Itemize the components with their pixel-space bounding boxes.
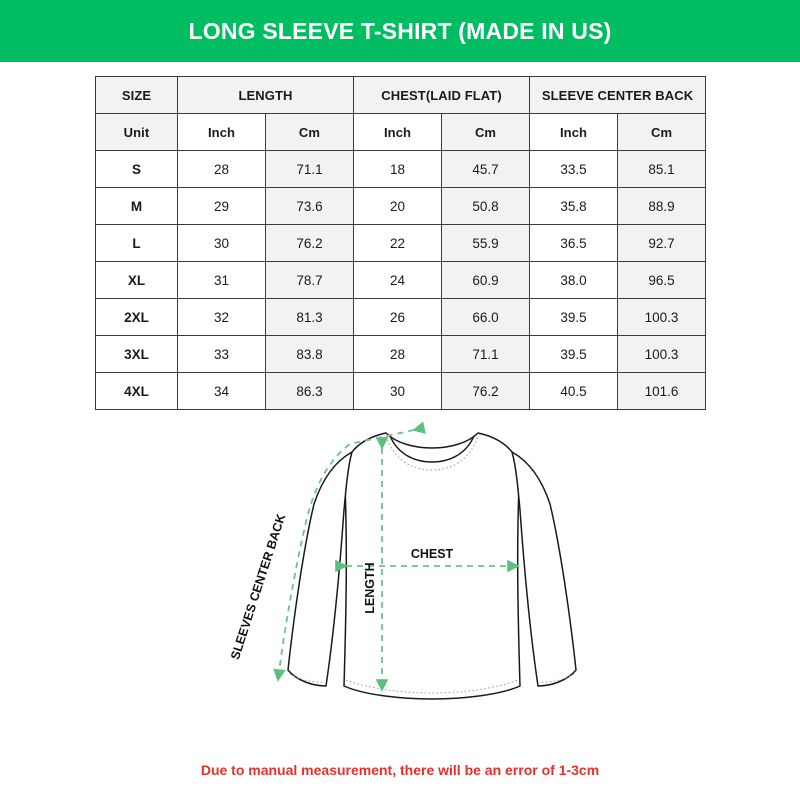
cell-length-in: 34 [177,372,266,410]
cell-chest-in: 22 [353,224,443,262]
unit-length-cm: Cm [264,113,355,151]
unit-sleeve-cm: Cm [617,113,707,151]
size-table: SIZE LENGTH CHEST(LAID FLAT) SLEEVE CENT… [95,76,707,410]
cell-sleeve-cm: 92.7 [617,224,707,262]
cell-size: 3XL [95,335,178,373]
cell-chest-cm: 71.1 [441,335,531,373]
cell-sleeve-in: 36.5 [529,224,619,262]
column-header-length: LENGTH [176,76,355,114]
left-sleeve-path [287,451,353,687]
length-label: LENGTH [363,562,377,613]
cell-length-cm: 76.2 [264,224,355,262]
cell-length-cm: 73.6 [264,187,355,225]
cell-sleeve-in: 33.5 [529,150,619,188]
cell-sleeve-cm: 100.3 [617,335,707,373]
cell-size: XL [95,261,178,299]
cell-sleeve-in: 40.5 [529,372,619,410]
cell-length-in: 31 [177,261,266,299]
table-row: S 28 71.1 18 45.7 33.5 85.1 [95,150,707,188]
cell-length-cm: 71.1 [264,150,355,188]
cell-sleeve-in: 39.5 [529,335,619,373]
cell-sleeve-cm: 96.5 [617,261,707,299]
cell-sleeve-cm: 101.6 [617,372,707,410]
sleeve-measure-line [273,421,426,682]
cell-length-in: 30 [177,224,266,262]
unit-label: Unit [95,113,178,151]
cell-chest-cm: 76.2 [441,372,531,410]
cell-length-cm: 78.7 [264,261,355,299]
cell-chest-in: 20 [353,187,443,225]
table-row: 3XL 33 83.8 28 71.1 39.5 100.3 [95,335,707,373]
cell-chest-cm: 45.7 [441,150,531,188]
cell-sleeve-cm: 85.1 [617,150,707,188]
cell-length-in: 32 [177,298,266,336]
page-title: LONG SLEEVE T-SHIRT (MADE IN US) [188,17,612,44]
cell-sleeve-cm: 88.9 [617,187,707,225]
left-cuff-stitch [289,673,326,683]
table-row: M 29 73.6 20 50.8 35.8 88.9 [95,187,707,225]
cell-chest-cm: 66.0 [441,298,531,336]
unit-length-inch: Inch [177,113,266,151]
cell-chest-in: 30 [353,372,443,410]
size-table-container: SIZE LENGTH CHEST(LAID FLAT) SLEEVE CENT… [95,76,707,410]
cell-chest-in: 28 [353,335,443,373]
table-row: L 30 76.2 22 55.9 36.5 92.7 [95,224,707,262]
column-header-chest: CHEST(LAID FLAT) [353,76,531,114]
sleeve-label: SLEEVES CENTER BACK [228,512,288,661]
cell-length-in: 29 [177,187,266,225]
table-row: XL 31 78.7 24 60.9 38.0 96.5 [95,261,707,299]
unit-chest-cm: Cm [441,113,531,151]
cell-chest-in: 24 [353,261,443,299]
table-row: 2XL 32 81.3 26 66.0 39.5 100.3 [95,298,707,336]
cell-chest-in: 18 [353,150,443,188]
garment-diagram: CHEST LENGTH SLEEVES CENTER BACK [200,418,620,748]
table-unit-row: Unit Inch Cm Inch Cm Inch Cm [95,113,707,151]
measurement-disclaimer: Due to manual measurement, there will be… [200,762,600,778]
cell-length-cm: 83.8 [264,335,355,373]
cell-size: 4XL [95,372,178,410]
chest-label: CHEST [411,547,454,561]
header-banner: LONG SLEEVE T-SHIRT (MADE IN US) [0,0,800,62]
unit-chest-inch: Inch [353,113,443,151]
cell-size: S [95,150,178,188]
right-cuff-stitch [538,673,575,683]
cell-length-in: 28 [177,150,266,188]
cell-sleeve-in: 35.8 [529,187,619,225]
column-header-sleeve-center-back: SLEEVE CENTER BACK [529,76,707,114]
right-sleeve-path [511,451,577,687]
shirt-outline [287,432,577,700]
size-table-body: S 28 71.1 18 45.7 33.5 85.1 M 29 73.6 20… [95,150,707,410]
cell-length-cm: 86.3 [264,372,355,410]
cell-sleeve-in: 39.5 [529,298,619,336]
cell-size: L [95,224,178,262]
hem-stitch [345,679,519,694]
cell-sleeve-in: 38.0 [529,261,619,299]
cell-chest-in: 26 [353,298,443,336]
cell-chest-cm: 60.9 [441,261,531,299]
measurement-lines [273,421,520,692]
table-group-header-row: SIZE LENGTH CHEST(LAID FLAT) SLEEVE CENT… [95,76,707,114]
cell-chest-cm: 50.8 [441,187,531,225]
unit-sleeve-inch: Inch [529,113,619,151]
cell-sleeve-cm: 100.3 [617,298,707,336]
cell-size: M [95,187,178,225]
cell-chest-cm: 55.9 [441,224,531,262]
cell-size: 2XL [95,298,178,336]
table-row: 4XL 34 86.3 30 76.2 40.5 101.6 [95,372,707,410]
cell-length-in: 33 [177,335,266,373]
cell-length-cm: 81.3 [264,298,355,336]
column-header-size: SIZE [95,76,178,114]
